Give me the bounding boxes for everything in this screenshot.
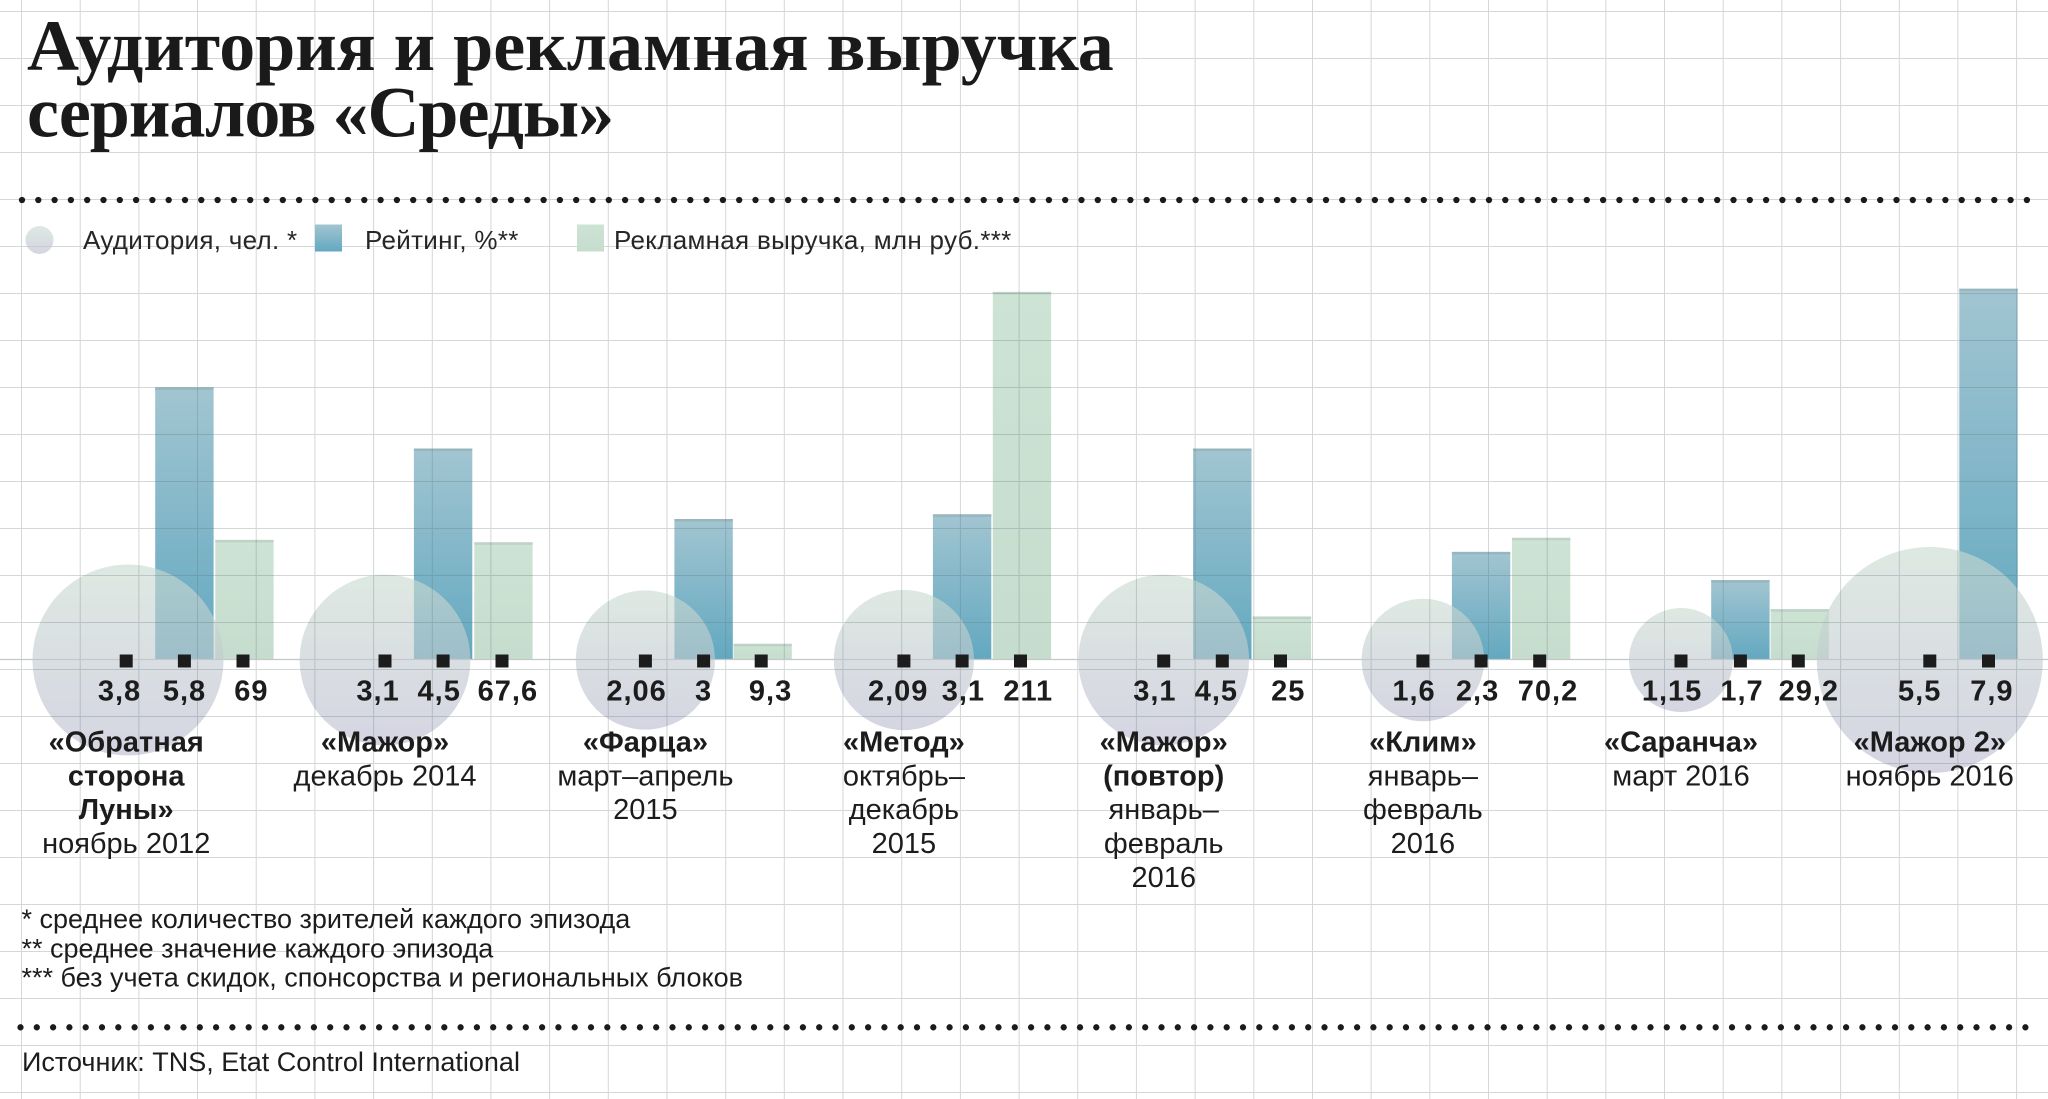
svg-text:сторона: сторона: [68, 760, 186, 792]
svg-text:«Мажор»: «Мажор»: [321, 727, 449, 759]
svg-text:2016: 2016: [1131, 862, 1196, 894]
svg-text:март–апрель: март–апрель: [557, 760, 733, 792]
svg-text:март 2016: март 2016: [1612, 760, 1749, 792]
svg-text:сериалов «Среды»: сериалов «Среды»: [27, 73, 613, 153]
svg-text:февраль: февраль: [1104, 828, 1224, 860]
svg-text:Луны»: Луны»: [79, 794, 174, 826]
svg-text:7,9: 7,9: [1970, 676, 2013, 708]
svg-text:4,5: 4,5: [1195, 676, 1238, 708]
svg-text:1,7: 1,7: [1720, 676, 1763, 708]
svg-text:октябрь–: октябрь–: [843, 760, 966, 792]
svg-text:Источник: TNS, Etat Control In: Источник: TNS, Etat Control Internationa…: [22, 1047, 520, 1077]
svg-text:Рекламная выручка, млн руб.***: Рекламная выручка, млн руб.***: [614, 225, 1012, 255]
svg-text:3,8: 3,8: [98, 676, 141, 708]
svg-text:2,06: 2,06: [606, 676, 666, 708]
svg-text:4,5: 4,5: [418, 676, 461, 708]
svg-text:29,2: 29,2: [1779, 676, 1839, 708]
svg-text:«Саранча»: «Саранча»: [1604, 727, 1758, 759]
svg-text:«Метод»: «Метод»: [843, 727, 965, 759]
svg-text:67,6: 67,6: [478, 676, 538, 708]
svg-text:«Мажор 2»: «Мажор 2»: [1854, 727, 2006, 759]
svg-text:2015: 2015: [872, 828, 937, 860]
svg-text:3,1: 3,1: [942, 676, 985, 708]
svg-text:«Обратная: «Обратная: [49, 727, 204, 759]
svg-text:3: 3: [695, 676, 712, 708]
svg-text:5,5: 5,5: [1898, 676, 1941, 708]
svg-text:Аудитория и рекламная выручка: Аудитория и рекламная выручка: [27, 6, 1114, 86]
svg-text:2015: 2015: [613, 794, 678, 826]
svg-text:«Мажор»: «Мажор»: [1100, 727, 1228, 759]
svg-text:2,09: 2,09: [868, 676, 928, 708]
svg-text:25: 25: [1271, 676, 1305, 708]
svg-text:69: 69: [234, 676, 268, 708]
svg-text:1,6: 1,6: [1392, 676, 1435, 708]
svg-text:* среднее количество зрителей: * среднее количество зрителей каждого эп…: [22, 904, 632, 934]
svg-text:1,15: 1,15: [1642, 676, 1702, 708]
svg-text:(повтор): (повтор): [1103, 760, 1224, 792]
svg-text:*** без учета скидок, спонсорс: *** без учета скидок, спонсорства и реги…: [22, 963, 743, 993]
svg-text:211: 211: [1003, 676, 1053, 708]
svg-text:2,3: 2,3: [1456, 676, 1499, 708]
svg-text:декабрь: декабрь: [849, 794, 959, 826]
svg-text:70,2: 70,2: [1518, 676, 1578, 708]
svg-text:Рейтинг, %**: Рейтинг, %**: [365, 225, 519, 255]
svg-text:2016: 2016: [1391, 828, 1456, 860]
svg-text:«Клим»: «Клим»: [1369, 727, 1477, 759]
svg-text:«Фарца»: «Фарца»: [583, 727, 708, 759]
svg-text:3,1: 3,1: [356, 676, 399, 708]
svg-text:январь–: январь–: [1109, 794, 1220, 826]
svg-text:ноябрь 2016: ноябрь 2016: [1846, 760, 2014, 792]
svg-text:январь–: январь–: [1368, 760, 1479, 792]
svg-text:февраль: февраль: [1363, 794, 1483, 826]
svg-text:декабрь 2014: декабрь 2014: [294, 760, 477, 792]
svg-text:9,3: 9,3: [749, 676, 792, 708]
svg-text:3,1: 3,1: [1133, 676, 1176, 708]
svg-text:** среднее значение каждого эп: ** среднее значение каждого эпизода: [22, 933, 495, 963]
svg-text:5,8: 5,8: [163, 676, 206, 708]
svg-text:ноябрь 2012: ноябрь 2012: [42, 828, 210, 860]
svg-text:Аудитория, чел. *: Аудитория, чел. *: [83, 225, 297, 255]
